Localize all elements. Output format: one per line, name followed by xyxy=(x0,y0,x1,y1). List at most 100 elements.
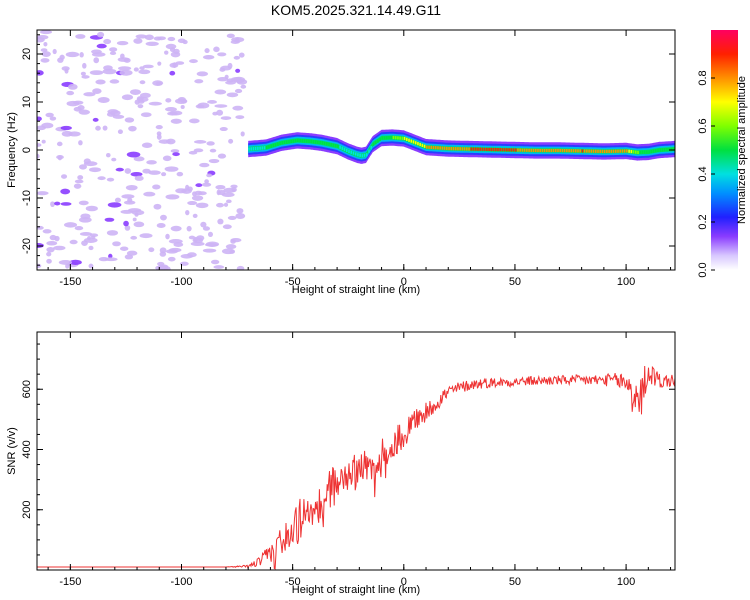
ridge-core-cell xyxy=(463,147,466,151)
noise-speckle xyxy=(130,235,138,240)
ridge-core-cell xyxy=(530,148,533,152)
ridge-core-cell xyxy=(334,144,337,148)
ridge-core-cell xyxy=(257,146,259,150)
noise-speckle xyxy=(180,105,185,109)
noise-speckle xyxy=(112,114,125,119)
noise-speckle xyxy=(58,259,73,265)
noise-speckle xyxy=(140,112,152,118)
noise-speckle xyxy=(209,148,217,153)
ridge-core-cell xyxy=(592,149,595,153)
noise-speckle xyxy=(148,101,162,106)
noise-speckle xyxy=(186,225,192,232)
noise-speckle xyxy=(170,225,182,232)
x-tick-label: 100 xyxy=(617,576,635,588)
noise-speckle xyxy=(165,43,177,50)
ridge-core-cell xyxy=(319,140,321,145)
noise-speckle xyxy=(169,70,176,76)
noise-speckle xyxy=(185,184,190,191)
noise-speckle xyxy=(41,51,51,57)
ridge-core-cell xyxy=(410,139,413,143)
ridge-core-cell xyxy=(459,147,461,151)
noise-speckle xyxy=(164,50,169,55)
colorbar-scale xyxy=(711,30,738,270)
noise-speckle xyxy=(77,175,84,180)
noise-speckle xyxy=(37,116,42,122)
noise-speckle xyxy=(205,241,220,247)
noise-speckle xyxy=(195,202,209,209)
ridge-core-cell xyxy=(323,141,326,145)
noise-speckle xyxy=(202,226,211,231)
noise-speckle xyxy=(226,33,235,39)
ridge-core-cell xyxy=(403,136,406,141)
noise-speckle xyxy=(230,40,240,44)
noise-speckle xyxy=(233,55,241,60)
ridge-core-cell xyxy=(643,150,646,154)
ridge-core-cell xyxy=(632,150,635,154)
y-tick-label: 0 xyxy=(21,147,33,153)
noise-speckle xyxy=(60,125,72,131)
noise-speckle xyxy=(109,51,117,56)
ridge-core-cell xyxy=(397,136,399,140)
noise-speckle xyxy=(202,248,217,253)
noise-speckle xyxy=(187,201,198,206)
snr-ticks: -150 -100 -50 0 50 100 200 400 600 xyxy=(21,332,675,588)
ridge-core-cell xyxy=(317,140,319,144)
noise-speckle xyxy=(188,118,200,124)
ridge-core-cell xyxy=(303,139,306,143)
x-tick-label: -50 xyxy=(285,276,301,288)
ridge-core-cell xyxy=(277,142,279,146)
ridge-core-cell xyxy=(470,147,473,151)
ridge-core-cell xyxy=(372,142,375,146)
noise-speckle xyxy=(148,247,155,253)
noise-speckle xyxy=(156,134,162,140)
noise-speckle xyxy=(37,263,42,268)
noise-speckle xyxy=(97,96,110,103)
ridge-core-cell xyxy=(508,148,510,152)
noise-speckle xyxy=(226,199,232,204)
ridge-core-cell xyxy=(270,144,273,148)
colorbar-tick-label: 0.4 xyxy=(697,166,709,181)
ridge-core-cell xyxy=(299,138,301,143)
ridge-core-cell xyxy=(648,150,650,154)
ridge-core-cell xyxy=(490,147,493,152)
ridge-core-cell xyxy=(557,148,559,153)
ridge-band-green xyxy=(248,135,675,158)
ridge-core-cell xyxy=(363,153,366,157)
ridge-core-cell xyxy=(619,149,622,153)
noise-speckle xyxy=(79,164,87,170)
ridge-core-cell xyxy=(521,148,524,152)
ridge-core-cell xyxy=(546,148,548,153)
noise-speckle xyxy=(69,239,78,245)
ridge-core-cell xyxy=(610,149,613,153)
noise-speckle xyxy=(152,184,161,190)
ridge-core-cell xyxy=(479,147,481,151)
noise-speckle xyxy=(228,138,234,144)
noise-speckle xyxy=(117,66,132,71)
ridge-core-cell xyxy=(379,137,381,142)
ridge-core-cell xyxy=(361,154,364,158)
noise-speckle xyxy=(190,241,205,247)
ridge-core-cell xyxy=(292,139,295,143)
noise-speckle xyxy=(40,48,48,52)
ridge-core-cell xyxy=(494,147,497,152)
noise-speckle xyxy=(125,184,138,191)
ridge-core-cell xyxy=(461,147,464,151)
ridge-core-cell xyxy=(305,139,308,143)
noise-speckle xyxy=(37,143,42,147)
noise-speckle xyxy=(164,266,171,270)
noise-speckle xyxy=(80,71,86,76)
y-tick-label: 600 xyxy=(21,380,33,398)
spectrogram-xlabel: Height of straight line (km) xyxy=(292,284,420,296)
ridge-core-cell xyxy=(639,150,642,154)
noise-speckle xyxy=(69,259,82,265)
noise-speckle xyxy=(155,81,163,86)
noise-speckle xyxy=(73,106,82,112)
noise-speckle xyxy=(167,111,178,116)
noise-speckle xyxy=(182,39,188,45)
noise-speckle xyxy=(139,66,145,70)
spectrogram-ylabel: Frequency (Hz) xyxy=(6,112,18,188)
ridge-core-cell xyxy=(352,151,355,155)
noise-speckle xyxy=(141,142,153,148)
ridge-core-cell xyxy=(263,146,266,150)
noise-speckle xyxy=(193,148,204,153)
